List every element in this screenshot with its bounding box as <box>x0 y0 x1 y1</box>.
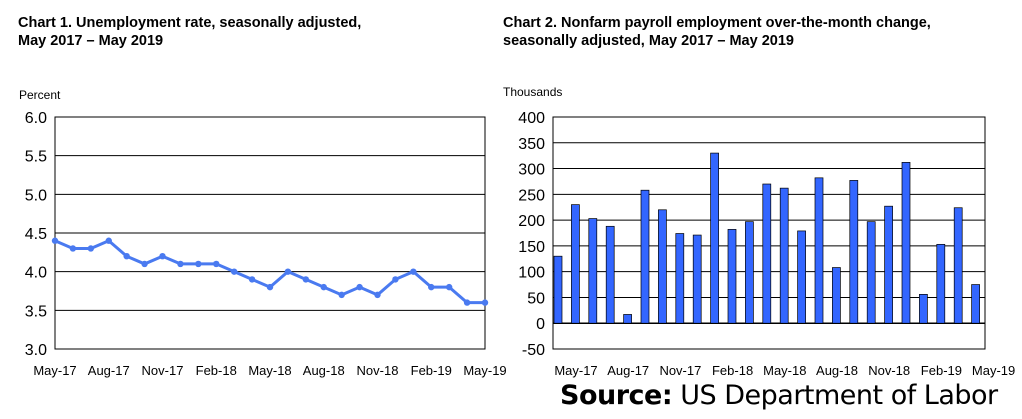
chart1-data-point <box>51 237 59 244</box>
chart2-bar <box>675 233 685 324</box>
chart1-plot-frame <box>54 116 486 350</box>
chart1-data-point <box>69 245 77 252</box>
chart1-data-point <box>428 283 435 291</box>
chart2-bar <box>901 162 911 324</box>
chart1-data-point <box>177 260 184 268</box>
chart1-x-tick-label: May-17 <box>33 363 76 378</box>
chart2-bar <box>832 267 841 324</box>
chart2-bar <box>727 229 737 324</box>
chart1-data-point <box>284 268 292 275</box>
chart2-y-tick-label: 150 <box>518 239 545 256</box>
chart2-y-tick-label: 350 <box>518 136 545 153</box>
chart2-x-tick-label: Feb-19 <box>921 363 962 378</box>
chart1-data-point <box>374 291 381 299</box>
chart1-data-point <box>87 245 95 252</box>
chart1-x-tick-label: Aug-18 <box>303 363 345 378</box>
chart1-y-tick-label: 6.0 <box>25 110 47 127</box>
chart2-x-tick-label: Aug-18 <box>816 363 858 378</box>
chart2-plot-frame <box>552 116 986 350</box>
chart2-bar <box>588 218 598 324</box>
chart2-bar <box>553 255 563 324</box>
source-note: Source: US Department of Labor <box>560 380 998 411</box>
chart2-bar <box>745 221 754 324</box>
chart2-bar <box>640 189 650 324</box>
chart2-bar <box>953 207 963 324</box>
chart2-y-tick-label: 100 <box>518 265 545 282</box>
chart2-bar <box>623 314 632 324</box>
chart1-x-tick-label: May-18 <box>248 363 291 378</box>
chart1-x-tick-label: Feb-18 <box>196 363 237 378</box>
chart2-y-tick-label: 200 <box>518 213 545 230</box>
chart2-bar <box>919 294 928 324</box>
chart1-data-point <box>392 276 399 283</box>
chart1-data-point <box>105 237 112 244</box>
chart1-y-tick-label: 5.0 <box>25 187 47 204</box>
chart1-data-point <box>230 268 238 275</box>
chart2-y-tick-label: 50 <box>527 290 545 307</box>
chart1-y-axis-label: Percent <box>19 88 61 102</box>
chart2-title-line2: seasonally adjusted, May 2017 – May 2019 <box>503 33 794 49</box>
chart1-data-point <box>445 283 453 291</box>
chart1-data-point <box>123 253 130 260</box>
chart1-data-point <box>302 276 310 283</box>
chart2-x-tick-label: May-18 <box>763 363 806 378</box>
chart1-y-tick-label: 4.5 <box>25 226 47 243</box>
chart2-y-tick-label: 250 <box>518 187 545 204</box>
chart1-y-tick-label: 3.0 <box>25 342 47 359</box>
chart2-bar <box>936 243 946 324</box>
chart1-data-point <box>141 260 148 268</box>
chart2-bar <box>884 205 893 324</box>
chart1-title-line1: Chart 1. Unemployment rate, seasonally a… <box>18 15 362 31</box>
chart2-bar <box>814 177 824 324</box>
chart1-x-tick-label: Feb-19 <box>411 363 452 378</box>
chart1-x-tick-label: Nov-18 <box>357 363 399 378</box>
chart1-data-point <box>248 276 256 283</box>
chart2-y-tick-label: -50 <box>522 342 545 359</box>
chart2-bar <box>849 180 859 324</box>
source-label: Source: <box>560 380 673 411</box>
chart2-x-tick-label: Nov-17 <box>659 363 701 378</box>
chart1-x-tick-label: Nov-17 <box>142 363 184 378</box>
chart1-y-tick-label: 4.0 <box>25 265 47 282</box>
chart1-data-point <box>481 299 489 306</box>
chart2-bar <box>658 209 667 324</box>
chart2-bar <box>605 225 615 324</box>
chart2-bar <box>710 152 719 324</box>
chart2-bar <box>762 183 772 324</box>
chart1-data-point <box>356 283 363 291</box>
chart1-data-point <box>266 283 274 291</box>
chart2-bar <box>779 187 789 324</box>
chart2-y-tick-label: 400 <box>518 110 545 127</box>
chart2-x-tick-label: Aug-17 <box>607 363 649 378</box>
chart2-x-tick-label: Feb-18 <box>712 363 753 378</box>
chart2-bar <box>692 234 702 324</box>
chart2-title: Chart 2. Nonfarm payroll employment over… <box>503 14 931 50</box>
chart2-y-axis-label: Thousands <box>503 85 562 99</box>
source-text: US Department of Labor <box>680 380 998 411</box>
chart1-x-tick-label: Aug-17 <box>88 363 130 378</box>
chart1-data-point <box>213 260 220 268</box>
chart2-y-tick-label: 300 <box>518 162 545 179</box>
chart2-x-tick-label: Nov-18 <box>868 363 910 378</box>
chart2-bar <box>866 221 876 324</box>
chart1-data-point <box>338 291 345 299</box>
chart1-y-tick-label: 5.5 <box>25 149 47 166</box>
chart1-data-point <box>320 283 327 291</box>
chart1-title-line2: May 2017 – May 2019 <box>18 33 164 49</box>
chart2-bar <box>971 284 980 324</box>
chart1-data-point <box>159 253 166 260</box>
chart2-x-tick-label: May-17 <box>554 363 597 378</box>
chart2-y-tick-label: 0 <box>536 316 545 333</box>
chart1-data-point <box>463 299 471 306</box>
chart2-bar <box>797 230 806 324</box>
chart2-x-tick-label: May-19 <box>972 363 1015 378</box>
chart1-y-tick-label: 3.5 <box>25 303 47 320</box>
chart1-title: Chart 1. Unemployment rate, seasonally a… <box>18 14 361 50</box>
chart1-data-point <box>410 268 417 275</box>
chart1-data-point <box>195 260 202 268</box>
chart2-bar <box>571 204 580 324</box>
chart2-title-line1: Chart 2. Nonfarm payroll employment over… <box>503 15 931 31</box>
chart1-x-tick-label: May-19 <box>463 363 506 378</box>
